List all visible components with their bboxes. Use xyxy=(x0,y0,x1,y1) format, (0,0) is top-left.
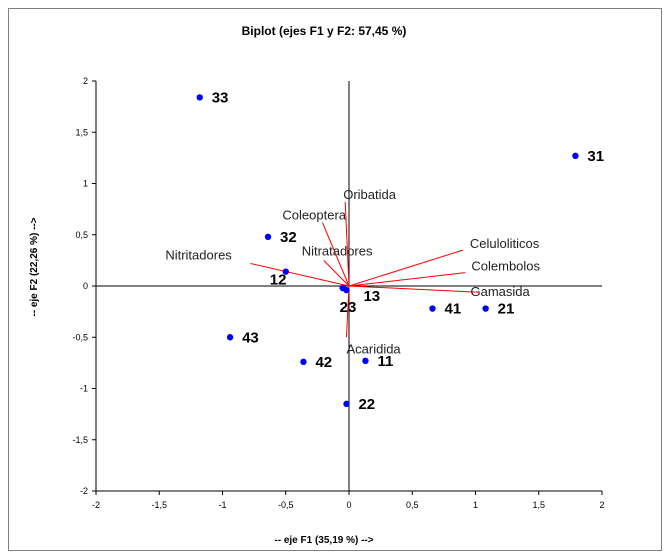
vector-line xyxy=(348,272,466,287)
vector-line xyxy=(323,260,350,287)
data-point xyxy=(362,357,369,365)
point-label: 32 xyxy=(280,229,297,246)
y-tick-label: -1,5 xyxy=(72,435,88,445)
point-label: 33 xyxy=(212,89,229,106)
data-point xyxy=(282,268,289,275)
point-label: 21 xyxy=(498,301,515,318)
data-point xyxy=(572,152,579,160)
point-label: 31 xyxy=(587,148,604,165)
point-label: 11 xyxy=(377,353,393,370)
data-point xyxy=(343,400,350,408)
vector-line xyxy=(321,222,350,287)
vector-line xyxy=(348,249,464,287)
x-tick-label: -0,5 xyxy=(278,500,294,510)
x-tick-label: 2 xyxy=(599,500,604,510)
vector-label: Acaridida xyxy=(346,341,401,356)
data-point xyxy=(429,305,436,312)
data-point xyxy=(264,233,272,240)
point-label: 13 xyxy=(363,288,380,305)
y-tick-label: 2 xyxy=(83,76,88,86)
point-label: 41 xyxy=(444,301,461,318)
chart-frame: Biplot (ejes F1 y F2: 57,45 %) -- eje F1… xyxy=(8,8,662,551)
x-tick-label: 0,5 xyxy=(406,500,419,510)
y-tick-label: 1,5 xyxy=(75,127,88,137)
point-label: 12 xyxy=(270,272,287,289)
data-point xyxy=(482,305,489,312)
x-tick-label: -1 xyxy=(218,500,226,510)
vector-label: Gamasida xyxy=(471,284,531,299)
data-point xyxy=(226,334,234,341)
y-axis-label: -- eje F2 (22,26 %) --> xyxy=(29,217,40,316)
point-label: 42 xyxy=(315,354,332,371)
vector-label: Oribatida xyxy=(343,187,397,202)
y-tick-label: 1 xyxy=(83,179,88,189)
chart-title: Biplot (ejes F1 y F2: 57,45 %) xyxy=(242,24,407,38)
vector-label: Nitritadores xyxy=(165,247,232,262)
data-point xyxy=(196,94,203,101)
x-tick-label: 1,5 xyxy=(532,500,545,510)
x-tick-label: -1,5 xyxy=(151,500,167,510)
y-tick-label: 0,5 xyxy=(75,230,88,240)
x-tick-label: -2 xyxy=(92,500,100,510)
point-label: 23 xyxy=(340,299,357,316)
vector-line xyxy=(250,262,350,287)
vector-line xyxy=(348,285,476,293)
axes: -2 -1,5 -1 -0,5 0 0,5 1 1,5 221,510,50-0,5-1-1,5… xyxy=(72,76,604,510)
x-axis-label: -- eje F1 (35,19 %) --> xyxy=(274,535,373,546)
vector-line xyxy=(344,201,350,287)
vector-label: Nitratadores xyxy=(302,243,373,258)
biplot-chart: Biplot (ejes F1 y F2: 57,45 %) -- eje F1… xyxy=(29,24,605,546)
vector-line xyxy=(345,285,350,338)
data-point xyxy=(339,284,346,292)
point-label: 22 xyxy=(358,396,375,413)
point-label: 43 xyxy=(242,329,259,346)
y-tick-label: -0,5 xyxy=(72,332,88,342)
data-point xyxy=(300,358,307,366)
points-layer: 33 31 32 12 13 23 41 21 43 42 11 22 xyxy=(196,89,604,413)
vector-label: Colembolos xyxy=(471,259,540,274)
y-tick-label: -2 xyxy=(80,486,88,496)
x-tick-label: 0 xyxy=(346,500,351,510)
vectors-layer: Oribatida Coleoptera Nitritadores Nitratado… xyxy=(165,187,540,356)
x-tick-label: 1 xyxy=(473,500,478,510)
y-tick-label: 0 xyxy=(83,281,88,291)
vector-label: Coleoptera xyxy=(282,207,346,222)
vector-label: Celuloliticos xyxy=(470,236,540,251)
y-tick-label: -1 xyxy=(80,384,88,394)
